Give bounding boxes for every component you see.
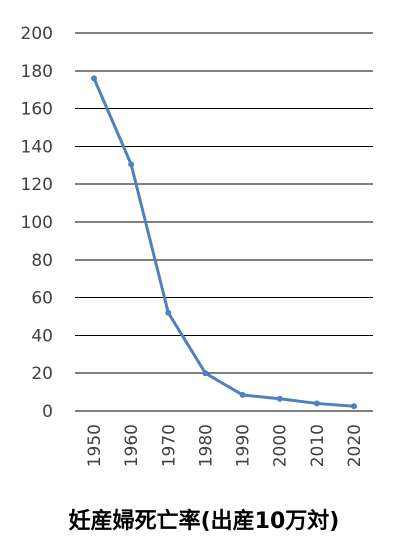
y-tick-label-60: 60 [31,289,53,309]
x-tick-label-2010: 2010 [308,424,328,467]
data-point-1980 [202,370,209,377]
y-tick-label-80: 80 [31,251,53,271]
data-point-2020 [351,403,357,410]
x-axis-tick-labels: 1950 1960 1970 1980 1990 2000 2010 2020 [85,424,365,467]
series-line [92,76,356,408]
y-tick-label-40: 40 [31,326,53,346]
data-point-1960 [128,161,135,168]
x-tick-label-1960: 1960 [122,424,142,467]
y-tick-label-100: 100 [21,213,53,233]
y-tick-label-180: 180 [21,62,53,82]
data-point-2000 [276,395,283,402]
data-point-1970 [165,309,172,316]
y-tick-label-200: 200 [21,24,53,44]
series-line-group [91,75,357,410]
x-tick-label-2000: 2000 [271,424,291,467]
x-tick-label-1970: 1970 [159,424,179,467]
y-tick-label-20: 20 [31,364,53,384]
y-tick-label-120: 120 [21,175,53,195]
chart-title: 妊産婦死亡率(出産10万対) [69,508,340,534]
x-tick-label-1990: 1990 [234,424,254,467]
x-tick-label-2020: 2020 [345,424,365,467]
y-tick-label-0: 0 [42,402,53,422]
gridlines [75,32,373,412]
x-tick-label-1950: 1950 [85,424,105,467]
data-point-2010 [313,400,320,407]
y-axis-tick-labels: 0 20 40 60 80 100 120 140 160 180 200 [21,24,53,422]
x-tick-label-1980: 1980 [196,424,216,467]
data-point-1950 [91,75,97,82]
y-tick-label-140: 140 [21,137,53,157]
data-point-1990 [239,391,246,398]
y-tick-label-160: 160 [21,100,53,120]
